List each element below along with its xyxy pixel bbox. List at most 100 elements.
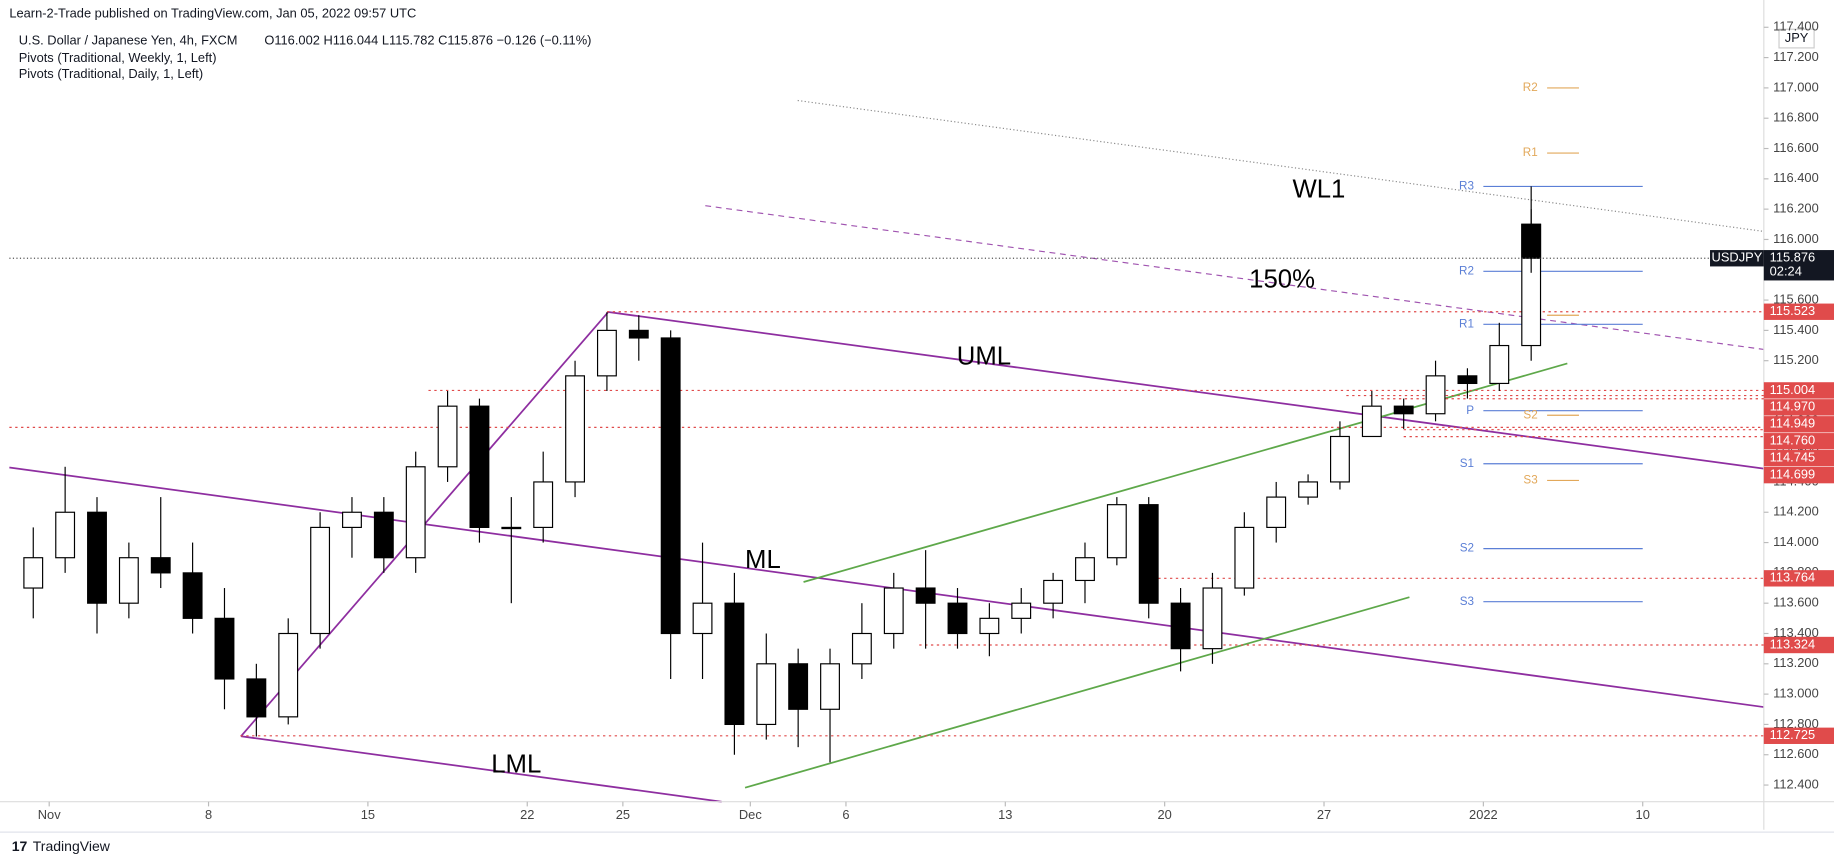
candle-body [1138, 504, 1159, 604]
candle-body [851, 632, 872, 665]
y-tick-label: 117.200 [1773, 49, 1819, 64]
x-tick-label: 6 [842, 807, 849, 822]
pivot-label: S2 [1523, 408, 1537, 421]
indicator: Pivots (Traditional, Daily, 1, Left) [19, 66, 203, 81]
candle-body [1266, 496, 1287, 528]
candle-body [310, 526, 331, 635]
last-price-label: 115.876 [1770, 250, 1816, 265]
candle-body [1521, 223, 1542, 259]
y-tick-label: 114.200 [1773, 504, 1819, 519]
candle-body [565, 375, 585, 483]
trendline [797, 99, 1764, 232]
x-tick-label: 25 [616, 807, 630, 822]
candle-body [437, 405, 458, 468]
y-tick-label: 113.200 [1773, 655, 1819, 670]
candle-body [246, 678, 267, 718]
x-tick-label: 22 [520, 807, 534, 822]
price-label-box [1763, 433, 1834, 450]
candle-body [182, 572, 203, 619]
price-label: 113.764 [1770, 570, 1816, 585]
candle-body [214, 617, 235, 680]
candle-body [55, 511, 76, 559]
candle-body [118, 557, 139, 604]
annotation: LML [491, 750, 541, 778]
pivot-label: S2 [1460, 542, 1474, 555]
y-tick-label: 112.800 [1773, 716, 1819, 731]
price-label: 114.699 [1770, 467, 1816, 482]
x-tick-label: 2022 [1469, 807, 1498, 822]
candle-body [1234, 526, 1255, 589]
candle-body [1425, 375, 1446, 415]
y-tick-label: 116.200 [1773, 201, 1819, 216]
pivot-label: S3 [1460, 595, 1474, 608]
pivot-label: R2 [1523, 81, 1538, 94]
symbol-label: USDJPY [1712, 250, 1763, 265]
candle-body [87, 511, 107, 604]
last-price-box [1763, 250, 1834, 281]
candle-body [1075, 557, 1095, 582]
candle-body [788, 663, 809, 710]
candle-body [1011, 602, 1032, 619]
pivot-label: R2 [1459, 264, 1474, 277]
candle-body [1170, 602, 1191, 650]
y-tick-label: 115.200 [1773, 352, 1819, 367]
x-tick-label: 10 [1636, 807, 1650, 822]
candle-body [1393, 405, 1414, 415]
pitchfork-line [608, 311, 1764, 470]
candle-body [1106, 504, 1127, 559]
candle-body [692, 602, 713, 635]
symbol: U.S. Dollar / Japanese Yen, 4h, FXCM [19, 32, 238, 47]
candle-body [278, 632, 299, 718]
candle-body [756, 663, 777, 726]
y-tick-label: 112.400 [1773, 776, 1819, 791]
countdown: 02:24 [1770, 264, 1802, 279]
candle-body [947, 602, 968, 635]
candle-body [820, 663, 840, 710]
x-tick-label: 20 [1157, 807, 1171, 822]
price-label: 114.745 [1770, 450, 1816, 465]
price-label: 114.949 [1770, 416, 1816, 431]
y-tick-label: 116.600 [1773, 140, 1819, 155]
candle-body [1361, 405, 1382, 438]
candle-body [883, 587, 904, 635]
price-label: 114.760 [1770, 433, 1816, 448]
price-label-box [1763, 466, 1834, 484]
currency-box [1778, 28, 1815, 49]
candle-body [469, 405, 490, 528]
y-tick-label: 116.400 [1773, 170, 1819, 185]
candle-body [373, 511, 394, 559]
candle-body [342, 511, 362, 528]
pivot-label: S3 [1523, 474, 1537, 487]
currency: JPY [1785, 30, 1809, 45]
candle-body [1043, 579, 1064, 604]
annotation: ML [745, 546, 781, 574]
y-tick-label: 117.400 [1773, 19, 1819, 34]
candle-body [596, 329, 617, 377]
price-label-box [1763, 450, 1834, 467]
candle-body [1298, 481, 1319, 498]
price-label-box [1763, 636, 1834, 654]
footer: TradingView [33, 838, 111, 854]
x-tick-label: 8 [205, 807, 212, 822]
annotation: UML [957, 342, 1011, 370]
x-tick-label: 15 [361, 807, 375, 822]
candle-body [1330, 435, 1350, 483]
price-label-box [1763, 382, 1834, 399]
candle-body [533, 481, 554, 528]
y-tick-label: 115.400 [1773, 322, 1819, 337]
pivot-label: R3 [1459, 180, 1474, 193]
channel-line [744, 596, 1410, 789]
candle-body [501, 526, 522, 530]
y-tick-label: 112.600 [1773, 746, 1819, 761]
pitchfork-line [240, 735, 722, 803]
y-tick-label: 113.400 [1773, 625, 1819, 640]
candle-body [1202, 587, 1223, 650]
x-tick-label: Dec [739, 807, 762, 822]
y-tick-label: 113.600 [1773, 595, 1819, 610]
pivot-label: P [1466, 404, 1474, 417]
y-tick-label: 116.800 [1773, 110, 1819, 125]
candle-body [979, 617, 1000, 635]
price-label-box [1763, 570, 1834, 587]
candle-body [660, 337, 681, 635]
